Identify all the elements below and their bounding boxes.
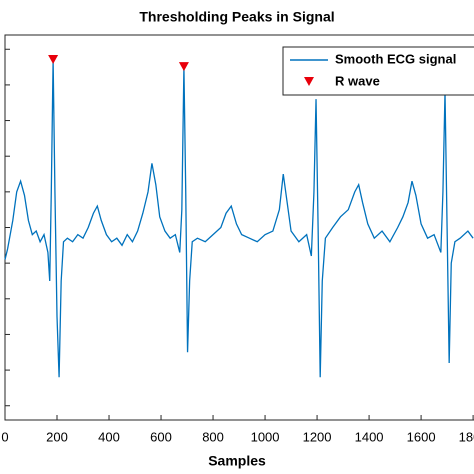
x-tick-label: 1400 bbox=[355, 429, 384, 444]
x-tick-label: 1600 bbox=[407, 429, 436, 444]
x-tick-label: 1000 bbox=[251, 429, 280, 444]
x-tick-label: 0 bbox=[1, 429, 8, 444]
legend-label: Smooth ECG signal bbox=[335, 51, 456, 66]
x-tick-label: 200 bbox=[46, 429, 68, 444]
x-axis-label: Samples bbox=[208, 453, 266, 469]
peak-marker bbox=[178, 62, 189, 72]
x-tick-label: 400 bbox=[98, 429, 120, 444]
peak-marker bbox=[48, 54, 59, 64]
signal-line bbox=[4, 59, 474, 378]
legend-box bbox=[282, 46, 474, 96]
x-tick-label: 1800 bbox=[459, 429, 474, 444]
x-tick-label: 600 bbox=[150, 429, 172, 444]
x-tick-label: 800 bbox=[202, 429, 224, 444]
legend-marker bbox=[304, 77, 314, 86]
x-tick-label: 1200 bbox=[303, 429, 332, 444]
legend-label: R wave bbox=[335, 73, 380, 88]
chart-title: Thresholding Peaks in Signal bbox=[139, 9, 334, 25]
